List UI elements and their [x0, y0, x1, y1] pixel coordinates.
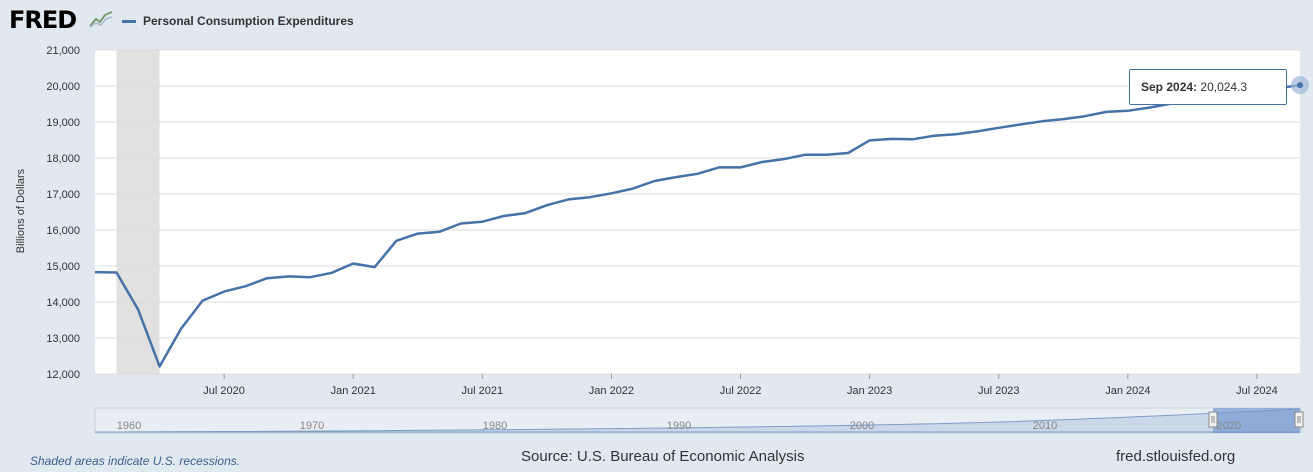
navigator-label: 2010 [1033, 420, 1057, 432]
tooltip-date: Sep 2024: [1141, 80, 1198, 94]
x-tick-label: Jul 2023 [978, 385, 1020, 397]
legend[interactable]: Personal Consumption Expenditures [122, 14, 354, 28]
y-tick-label: 14,000 [46, 297, 80, 309]
navigator-label: 1960 [117, 420, 141, 432]
y-tick-label: 19,000 [46, 117, 80, 129]
fred-logo[interactable]: FRED [9, 6, 77, 34]
chart-header: FRED Personal Consumption Expenditures [0, 0, 1313, 40]
source-link[interactable]: fred.stlouisfed.org [1116, 448, 1236, 465]
data-tooltip: Sep 2024: 20,024.3 [1129, 69, 1287, 105]
y-tick-label: 18,000 [46, 153, 80, 165]
recession-note: Shaded areas indicate U.S. recessions. [30, 454, 241, 468]
x-axis-ticks: Jul 2020 Jan 2021 Jul 2021 Jan 2022 Jul 2022… [203, 374, 1278, 397]
navigator-handle-left[interactable] [1208, 411, 1218, 428]
navigator-label: 1990 [667, 420, 691, 432]
navigator[interactable]: 1960 1970 1980 1990 2000 2010 2020 [94, 407, 1304, 434]
navigator-series [94, 408, 1301, 433]
y-tick-label: 13,000 [46, 333, 80, 345]
x-tick-label: Jul 2020 [203, 385, 245, 397]
y-tick-label: 20,000 [46, 81, 80, 93]
navigator-label: 1970 [300, 420, 324, 432]
y-tick-label: 16,000 [46, 225, 80, 237]
x-tick-label: Jan 2022 [589, 385, 634, 397]
navigator-labels: 1960 1970 1980 1990 2000 2010 2020 [117, 420, 1241, 432]
source-text: Source: U.S. Bureau of Economic Analysis [521, 448, 805, 465]
tooltip-value: 20,024.3 [1200, 80, 1248, 94]
legend-label: Personal Consumption Expenditures [143, 14, 354, 28]
x-tick-label: Jul 2022 [720, 385, 762, 397]
hover-marker [1297, 82, 1303, 89]
recession-band [116, 50, 160, 374]
series-line [94, 83, 1301, 368]
legend-swatch [122, 19, 136, 23]
navigator-label: 2020 [1217, 420, 1241, 432]
y-axis-label: Billions of Dollars [15, 168, 27, 253]
navigator-handle-right[interactable] [1294, 411, 1304, 428]
chart-canvas[interactable]: 12,000 13,000 14,000 15,000 16,000 17,000 18,0… [0, 0, 1313, 440]
x-tick-label: Jan 2021 [331, 385, 376, 397]
navigator-window [1213, 408, 1299, 433]
y-tick-label: 15,000 [46, 261, 80, 273]
y-tick-label: 17,000 [46, 189, 80, 201]
y-axis-ticks: 12,000 13,000 14,000 15,000 16,000 17,000 18,0… [46, 45, 80, 381]
x-tick-label: Jan 2024 [1105, 385, 1150, 397]
y-tick-label: 12,000 [46, 369, 80, 381]
plot-area [95, 50, 1300, 374]
navigator-label: 1980 [483, 420, 507, 432]
x-tick-label: Jul 2021 [462, 385, 504, 397]
fred-chart-icon [89, 10, 113, 28]
x-tick-label: Jan 2023 [847, 385, 892, 397]
x-tick-label: Jul 2024 [1236, 385, 1278, 397]
y-tick-label: 21,000 [46, 45, 80, 57]
navigator-label: 2000 [850, 420, 874, 432]
grid-lines [95, 49, 1300, 375]
